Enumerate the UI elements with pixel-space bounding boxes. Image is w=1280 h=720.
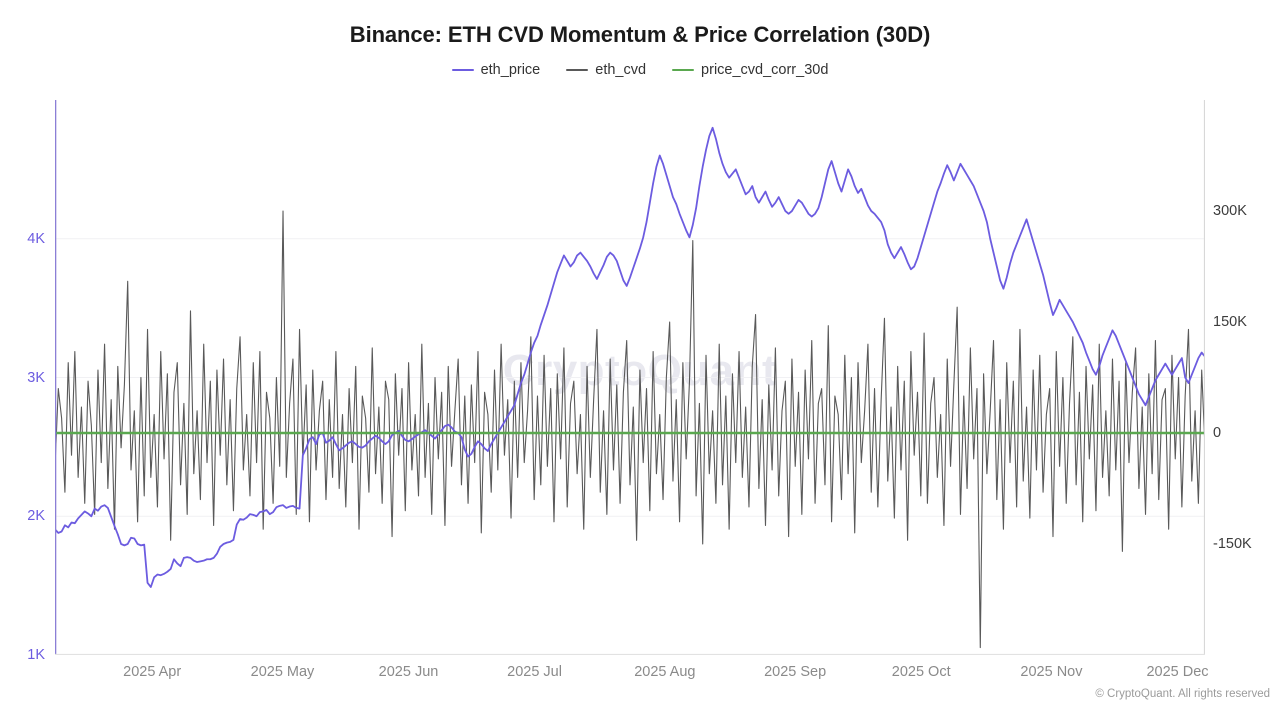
axis-lines <box>55 100 1205 655</box>
chart-title: Binance: ETH CVD Momentum & Price Correl… <box>349 22 931 47</box>
y-axis-left-labels: 1K 2K 3K 4K <box>0 0 45 720</box>
y-axis-right-labels: -150K 0 150K 300K <box>1213 0 1280 720</box>
x-axis-tick-label: 2025 Aug <box>634 664 696 680</box>
legend-label-eth-price: eth_price <box>480 62 541 78</box>
x-axis-tick-label: 2025 Oct <box>891 664 951 680</box>
legend-swatch-eth-cvd <box>566 69 589 71</box>
gridlines <box>55 238 1205 517</box>
x-axis-tick-label: 2025 Nov <box>1020 664 1083 680</box>
legend-label-price-cvd-corr: price_cvd_corr_30d <box>701 62 829 78</box>
x-axis-labels: 2025 Apr 2025 May 2025 Jun 2025 Jul 2025 Aug… <box>0 664 1280 686</box>
x-axis-tick-label: 2025 Jul <box>507 664 562 680</box>
eth-price-line <box>55 126 1205 588</box>
eth-cvd-line <box>55 210 1205 649</box>
x-axis-tick-label: 2025 Apr <box>123 664 182 680</box>
x-axis-tick-label: 2025 Jun <box>378 664 439 680</box>
x-axis-tick-label: 2025 Dec <box>1146 664 1209 680</box>
y-axis-left-tick-label: 2K <box>27 508 45 525</box>
y-axis-right-tick-label: 300K <box>1213 203 1247 219</box>
copyright-footer: © CryptoQuant. All rights reserved <box>1095 688 1270 700</box>
x-axis-tick-label: 2025 May <box>250 664 315 680</box>
legend-item-eth-cvd[interactable]: eth_cvd <box>566 62 646 78</box>
x-axis-tick-label: 2025 Sep <box>764 664 827 680</box>
series-eth-price <box>55 126 1205 588</box>
y-axis-left-tick-label: 4K <box>27 230 45 247</box>
y-axis-right-tick-label: 150K <box>1213 314 1247 330</box>
y-axis-left-tick-label: 1K <box>27 647 45 663</box>
plot-svg <box>55 100 1205 655</box>
series-eth-cvd <box>55 210 1205 649</box>
y-axis-left-tick-label: 3K <box>27 369 45 386</box>
y-axis-right-tick-label: 0 <box>1213 425 1222 441</box>
legend-swatch-eth-price <box>451 69 474 71</box>
legend-swatch-price-cvd-corr <box>672 69 695 71</box>
legend-item-eth-price[interactable]: eth_price <box>451 62 541 78</box>
plot-area <box>55 100 1205 655</box>
y-axis-right-tick-label: -150K <box>1213 536 1252 552</box>
legend-item-price-cvd-corr[interactable]: price_cvd_corr_30d <box>672 62 828 78</box>
chart-legend: eth_price eth_cvd price_cvd_corr_30d <box>0 62 1280 78</box>
legend-label-eth-cvd: eth_cvd <box>595 62 647 78</box>
